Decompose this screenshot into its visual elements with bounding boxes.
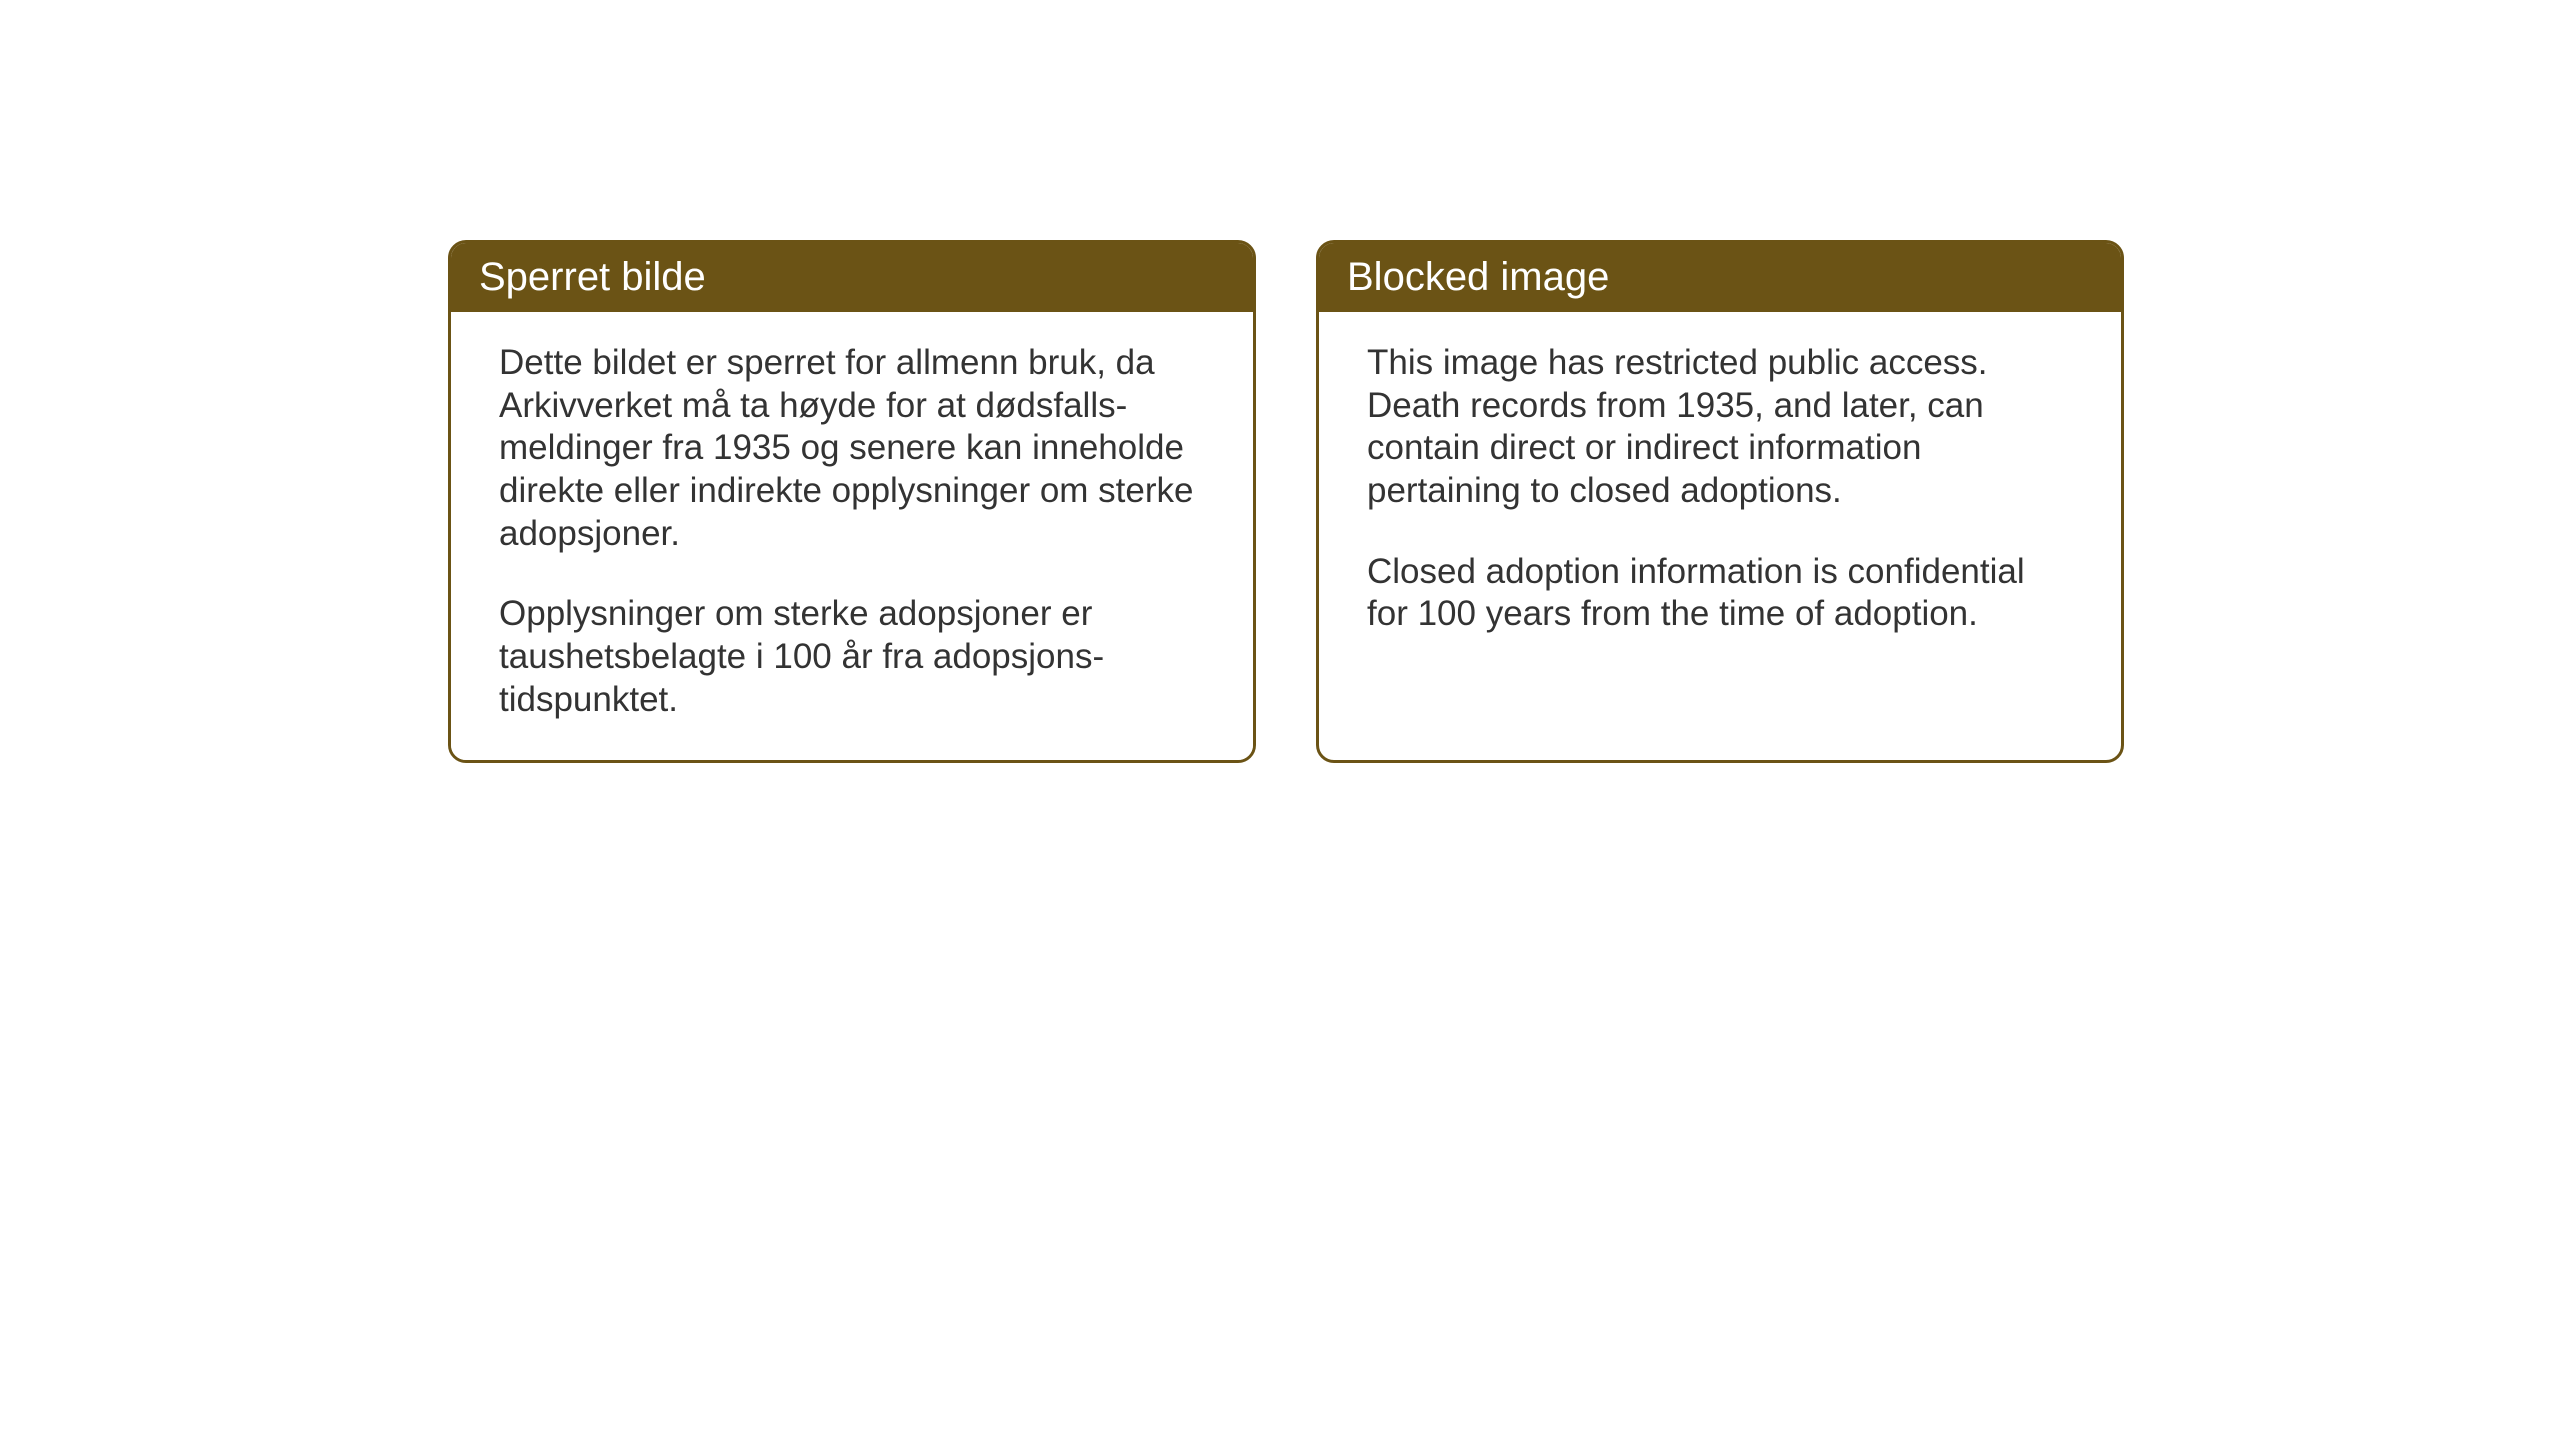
english-notice-card: Blocked image This image has restricted … [1316,240,2124,763]
norwegian-paragraph-1: Dette bildet er sperret for allmenn bruk… [499,342,1205,555]
english-paragraph-2: Closed adoption information is confident… [1367,551,2073,636]
norwegian-card-body: Dette bildet er sperret for allmenn bruk… [451,312,1253,760]
norwegian-paragraph-2: Opplysninger om sterke adopsjoner er tau… [499,593,1205,721]
notice-cards-container: Sperret bilde Dette bildet er sperret fo… [448,240,2560,763]
english-paragraph-1: This image has restricted public access.… [1367,342,2073,513]
norwegian-notice-card: Sperret bilde Dette bildet er sperret fo… [448,240,1256,763]
norwegian-card-title: Sperret bilde [451,243,1253,312]
english-card-body: This image has restricted public access.… [1319,312,2121,716]
english-card-title: Blocked image [1319,243,2121,312]
